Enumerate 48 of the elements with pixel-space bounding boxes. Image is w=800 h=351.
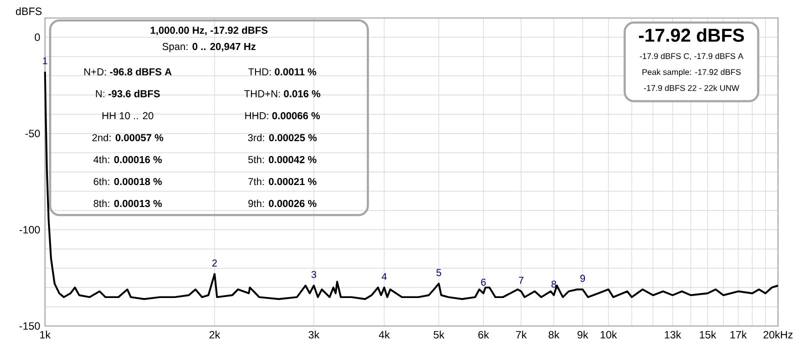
annotation: Span: 0 .. 20,947 Hz: [162, 42, 256, 52]
annotation: 6th: 0.00018 %: [94, 178, 162, 186]
annotation: -17.92 dBFS: [638, 28, 744, 42]
x-tick-label: 6k: [478, 330, 490, 338]
x-tick-label: 8k: [548, 330, 560, 338]
y-tick-label: -150: [20, 322, 40, 330]
x-tick-label: 1k: [40, 330, 51, 338]
annotation: 6: [481, 278, 486, 286]
x-tick-label: 15k: [700, 330, 716, 338]
x-tick-label: 3k: [308, 330, 320, 338]
x-tick-label: 10k: [600, 330, 618, 338]
y-tick-label: -50: [25, 130, 40, 138]
x-tick-label: 7k: [516, 330, 527, 338]
annotation: 8th: 0.00013 %: [94, 200, 162, 208]
annotation: 5th: 0.00042 %: [248, 156, 316, 164]
annotation: THD+N: 0.016 %: [244, 90, 320, 98]
y-axis-title: dBFS: [16, 7, 42, 16]
x-tick-label: 5k: [434, 330, 444, 338]
annotation: 1: [42, 57, 48, 64]
annotation: 1,000.00 Hz, -17.92 dBFS: [150, 26, 268, 36]
annotation: -17.9 dBFS 22 - 22k UNW: [644, 84, 740, 91]
annotation: 4: [382, 273, 387, 280]
annotation: N: -93.6 dBFS: [96, 90, 160, 98]
y-tick-label: -100: [20, 226, 40, 234]
annotation: Peak sample: -17.92 dBFS: [642, 68, 741, 77]
annotation: 3rd: 0.00025 %: [248, 134, 317, 142]
annotation: 9th: 0.00026 %: [248, 200, 316, 208]
annotation: HH 10 .. 20: [102, 112, 154, 120]
annotation: 7th: 0.00021 %: [248, 178, 316, 186]
y-tick-label: 0: [34, 33, 40, 42]
x-tick-label: 13k: [664, 330, 682, 338]
annotation: HHD: 0.00066 %: [245, 112, 320, 120]
annotation: 4th: 0.00016 %: [93, 156, 162, 164]
annotation: N+D: -96.8 dBFS A: [84, 68, 172, 76]
x-tick-label: 17k: [730, 330, 747, 338]
x-tick-label: 20kHz: [763, 330, 793, 338]
annotation: 2: [212, 259, 217, 266]
annotation: 3: [311, 270, 316, 278]
annotation: 7: [518, 276, 524, 284]
x-tick-label: 9k: [578, 330, 588, 338]
annotation: 2nd: 0.00057 %: [92, 134, 164, 142]
annotation: 5: [436, 269, 442, 276]
annotation: -17.9 dBFS C, -17.9 dBFS A: [640, 52, 744, 60]
annotation: 8: [551, 280, 556, 288]
x-tick-label: 4k: [378, 330, 390, 338]
x-tick-label: 2k: [210, 330, 220, 338]
annotation: THD: 0.0011 %: [248, 68, 316, 76]
annotation: 9: [580, 274, 585, 282]
